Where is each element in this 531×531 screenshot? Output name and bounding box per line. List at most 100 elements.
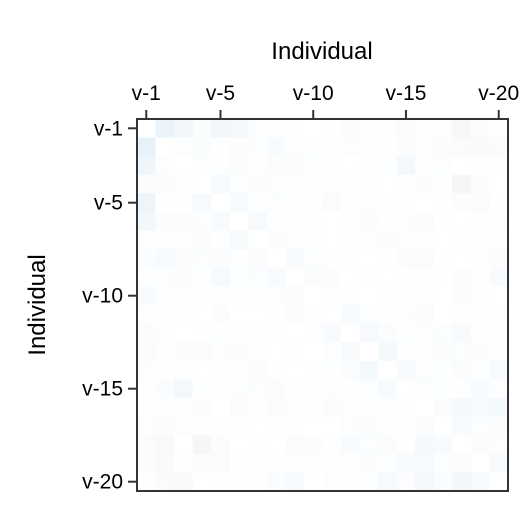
heatmap-cell-v-12-v-6 (229, 323, 249, 343)
heatmap-cell-v-9-v-8 (266, 267, 286, 287)
heatmap-cell-v-20-v-10 (303, 472, 324, 492)
heatmap-cell-v-11-v-8 (266, 305, 286, 325)
heatmap-cell-v-6-v-11 (322, 212, 342, 232)
heatmap-cell-v-6-v-20 (489, 212, 509, 232)
heatmap-cell-v-16-v-15 (396, 398, 416, 418)
heatmap-cell-v-3-v-15 (396, 156, 416, 176)
heatmap-cell-v-2-v-19 (470, 137, 491, 157)
heatmap-cell-v-11-v-11 (322, 305, 342, 325)
heatmap-cell-v-6-v-15 (396, 212, 416, 232)
heatmap-cell-v-4-v-20 (489, 174, 509, 194)
heatmap-cell-v-12-v-5 (211, 323, 231, 343)
heatmap-cell-v-1-v-8 (266, 119, 286, 139)
heatmap-cell-v-16-v-18 (452, 398, 472, 418)
heatmap-cell-v-18-v-4 (192, 435, 212, 455)
heatmap-cell-v-18-v-16 (415, 435, 435, 455)
heatmap-cell-v-13-v-8 (266, 342, 286, 362)
heatmap-cell-v-17-v-10 (303, 416, 324, 436)
x-axis-ticks: v-1 v-5 v-10 v-15 v-20 (132, 82, 519, 119)
y-tick-label: v-10 (82, 285, 123, 308)
heatmap-cell-v-12-v-4 (192, 323, 212, 343)
heatmap-cell-v-12-v-7 (248, 323, 268, 343)
heatmap-cell-v-14-v-3 (174, 360, 194, 380)
heatmap-cell-v-14-v-6 (229, 360, 249, 380)
heatmap-cell-v-1-v-12 (341, 119, 361, 139)
heatmap-cell-v-18-v-14 (378, 435, 398, 455)
heatmap-cell-v-2-v-2 (155, 137, 175, 157)
heatmap-cell-v-17-v-17 (433, 416, 453, 436)
heatmap-cell-v-16-v-4 (192, 398, 212, 418)
heatmap-cell-v-1-v-1 (137, 119, 157, 139)
heatmap-cell-v-13-v-18 (452, 342, 472, 362)
heatmap-cell-v-18-v-19 (470, 435, 491, 455)
heatmap-cell-v-19-v-18 (452, 453, 472, 473)
heatmap-cell-v-6-v-3 (174, 212, 194, 232)
heatmap-cell-v-2-v-9 (285, 137, 305, 157)
heatmap-cell-v-2-v-8 (266, 137, 286, 157)
heatmap-cell-v-14-v-14 (378, 360, 398, 380)
heatmap-cell-v-15-v-16 (415, 379, 435, 399)
heatmap-cell-v-10-v-5 (211, 286, 231, 306)
heatmap-cell-v-16-v-14 (378, 398, 398, 418)
heatmap-cell-v-20-v-9 (285, 472, 305, 492)
heatmap-cell-v-8-v-15 (396, 249, 416, 269)
heatmap-cell-v-7-v-1 (137, 230, 157, 250)
heatmap-cell-v-16-v-6 (229, 398, 249, 418)
x-tick-label: v-1 (132, 82, 161, 105)
heatmap-cell-v-11-v-6 (229, 305, 249, 325)
heatmap-cell-v-17-v-13 (359, 416, 379, 436)
heatmap-cell-v-2-v-17 (433, 137, 453, 157)
heatmap-cell-v-1-v-13 (359, 119, 379, 139)
heatmap-cell-v-11-v-15 (396, 305, 416, 325)
heatmap-cell-v-19-v-7 (248, 453, 268, 473)
heatmap-cell-v-7-v-3 (174, 230, 194, 250)
heatmap-cell-v-7-v-10 (303, 230, 324, 250)
heatmap-cell-v-1-v-4 (192, 119, 212, 139)
heatmap-cell-v-20-v-20 (489, 472, 509, 492)
heatmap-cell-v-20-v-18 (452, 472, 472, 492)
heatmap-cell-v-7-v-17 (433, 230, 453, 250)
heatmap-cell-v-19-v-17 (433, 453, 453, 473)
heatmap-cell-v-12-v-12 (341, 323, 361, 343)
heatmap-cell-v-16-v-2 (155, 398, 175, 418)
heatmap-cell-v-9-v-2 (155, 267, 175, 287)
heatmap-cell-v-18-v-1 (137, 435, 157, 455)
heatmap-cell-v-18-v-12 (341, 435, 361, 455)
heatmap-cell-v-7-v-5 (211, 230, 231, 250)
heatmap-cell-v-14-v-11 (322, 360, 342, 380)
heatmap-cell-v-16-v-16 (415, 398, 435, 418)
heatmap-cell-v-17-v-5 (211, 416, 231, 436)
heatmap-cell-v-15-v-1 (137, 379, 157, 399)
heatmap-cell-v-13-v-3 (174, 342, 194, 362)
heatmap-cell-v-15-v-15 (396, 379, 416, 399)
heatmap-cell-v-4-v-18 (452, 174, 472, 194)
heatmap-cell-v-12-v-14 (378, 323, 398, 343)
heatmap-cell-v-10-v-13 (359, 286, 379, 306)
heatmap-cell-v-13-v-12 (341, 342, 361, 362)
x-axis-title: Individual (271, 38, 372, 65)
heatmap-cell-v-8-v-5 (211, 249, 231, 269)
heatmap-cell-v-16-v-8 (266, 398, 286, 418)
heatmap-cell-v-3-v-13 (359, 156, 379, 176)
heatmap-cell-v-1-v-19 (470, 119, 491, 139)
heatmap-cell-v-17-v-1 (137, 416, 157, 436)
heatmap-cell-v-15-v-10 (303, 379, 324, 399)
heatmap-cell-v-7-v-12 (341, 230, 361, 250)
heatmap-cell-v-9-v-14 (378, 267, 398, 287)
heatmap-cell-v-7-v-6 (229, 230, 249, 250)
heatmap-cell-v-12-v-10 (303, 323, 324, 343)
heatmap-cell-v-19-v-15 (396, 453, 416, 473)
heatmap-cell-v-1-v-16 (415, 119, 435, 139)
heatmap-cell-v-7-v-18 (452, 230, 472, 250)
heatmap-cell-v-1-v-18 (452, 119, 472, 139)
heatmap-cell-v-7-v-7 (248, 230, 268, 250)
heatmap-cell-v-7-v-14 (378, 230, 398, 250)
heatmap-cell-v-6-v-9 (285, 212, 305, 232)
heatmap-cell-v-19-v-10 (303, 453, 324, 473)
heatmap-cell-v-7-v-13 (359, 230, 379, 250)
heatmap-cell-v-8-v-19 (470, 249, 491, 269)
heatmap-cell-v-14-v-16 (415, 360, 435, 380)
heatmap-cell-v-19-v-13 (359, 453, 379, 473)
heatmap-cell-v-15-v-4 (192, 379, 212, 399)
heatmap-cell-v-10-v-18 (452, 286, 472, 306)
